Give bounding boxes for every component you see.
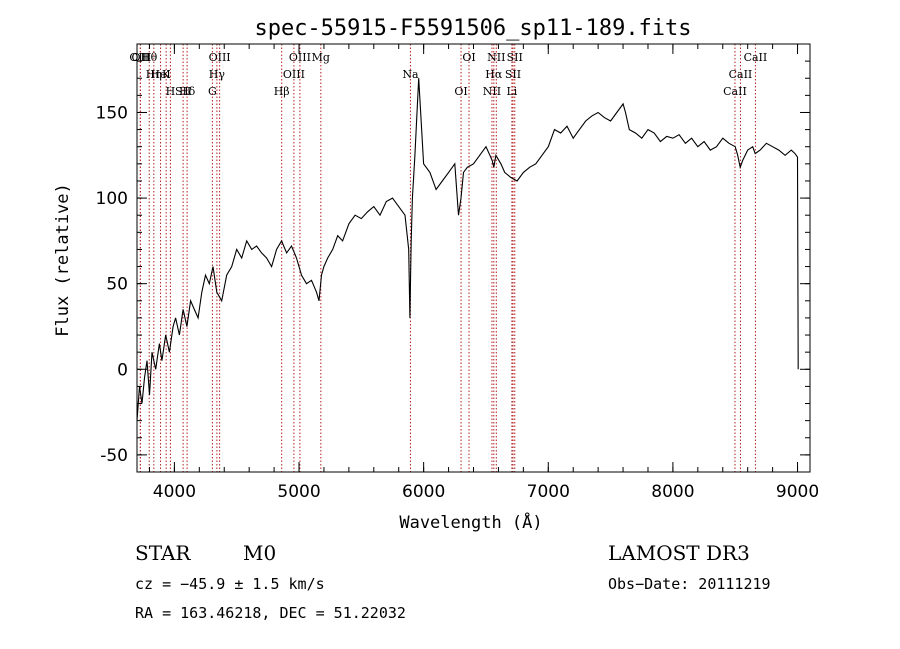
y-tick-label: 150 — [96, 103, 128, 123]
y-axis-label: Flux (relative) — [53, 183, 73, 337]
spectrum-line — [136, 78, 799, 421]
line-marker-label: Hη — [146, 68, 162, 81]
line-marker-label: K — [162, 68, 171, 81]
line-marker-label: Li — [506, 85, 517, 98]
line-marker-label: CaII — [723, 85, 747, 98]
y-tick-label: 0 — [117, 360, 128, 380]
x-tick-label: 6000 — [402, 482, 445, 502]
plot-frame — [136, 43, 811, 473]
line-marker-label: CaII — [729, 68, 753, 81]
y-tick-label: -50 — [100, 446, 128, 466]
line-marker-label: OIII — [283, 68, 305, 81]
line-marker-label: OI — [462, 51, 475, 64]
line-marker-label: Na — [402, 68, 419, 81]
line-marker-label: CaII — [744, 51, 768, 64]
line-marker-label: OIII — [129, 51, 151, 64]
line-marker-label: OII — [132, 51, 150, 64]
y-axis-ticks: -50 0 50 100 150 — [96, 60, 810, 466]
object-subclass: M0 — [243, 541, 276, 565]
obs-date: Obs−Date: 20111219 — [608, 575, 771, 593]
line-marker-label: HeI — [150, 68, 170, 81]
line-marker-label: Hδ — [179, 85, 196, 98]
chart-title: spec-55915-F5591506_sp11-189.fits — [254, 16, 691, 41]
x-tick-label: 7000 — [527, 482, 570, 502]
line-markers — [139, 44, 756, 472]
redshift-info: cz = −45.9 ± 1.5 km/s — [135, 575, 325, 593]
line-marker-label: Hβ — [274, 85, 290, 98]
line-marker-label: SII — [507, 51, 523, 64]
line-marker-label: OIII — [209, 51, 231, 64]
x-tick-label: 9000 — [776, 482, 819, 502]
line-marker-label: Hα — [485, 68, 503, 81]
x-tick-label: 4000 — [153, 482, 196, 502]
coordinates: RA = 163.46218, DEC = 51.22032 — [135, 604, 406, 622]
y-tick-label: 100 — [96, 189, 128, 209]
object-class: STAR — [135, 541, 191, 565]
line-marker-label: H — [166, 85, 176, 98]
line-marker-label: G — [208, 85, 217, 98]
line-marker-label: Hγ — [209, 68, 226, 81]
x-tick-label: 8000 — [651, 482, 694, 502]
line-marker-label: OI — [454, 85, 467, 98]
x-tick-label: 5000 — [277, 482, 320, 502]
line-marker-label: NII — [487, 51, 505, 64]
x-axis-label: Wavelength (Å) — [399, 511, 542, 533]
survey-name: LAMOST DR3 — [608, 541, 750, 565]
x-axis-ticks: 4000 5000 6000 7000 8000 9000 — [148, 44, 819, 502]
line-marker-label: OIII — [289, 51, 311, 64]
line-marker-label: SII — [175, 85, 191, 98]
line-marker-label: Hθ — [141, 51, 158, 64]
line-marker-label: NII — [483, 85, 501, 98]
line-marker-label: Mg — [312, 51, 330, 64]
line-marker-label: SII — [505, 68, 521, 81]
y-tick-label: 50 — [106, 275, 128, 295]
